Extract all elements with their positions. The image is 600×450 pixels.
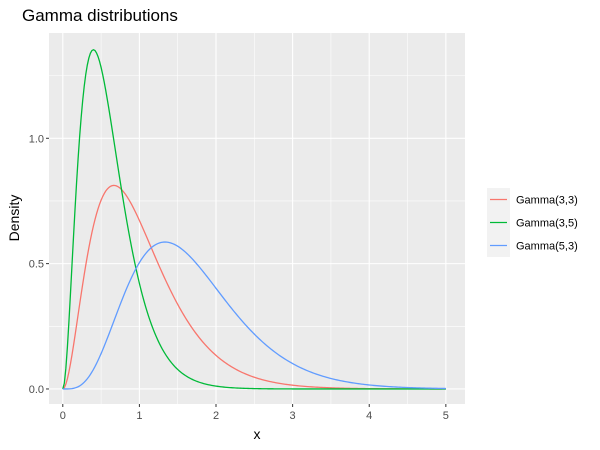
x-tick-label-1: 1 <box>136 410 142 422</box>
x-tick-label-2: 2 <box>213 410 219 422</box>
legend-label-1: Gamma(3,5) <box>516 218 578 230</box>
y-tick-label-2: 1.0 <box>29 133 44 145</box>
chart-title: Gamma distributions <box>22 6 178 25</box>
x-tick-label-4: 4 <box>366 410 372 422</box>
legend: Gamma(3,3) Gamma(3,5) Gamma(5,3) <box>487 188 578 257</box>
x-axis: 0 1 2 3 4 5 <box>60 404 449 422</box>
legend-label-0: Gamma(3,3) <box>516 195 578 207</box>
series-line-2 <box>62 241 446 390</box>
y-axis: 0.0 0.5 1.0 <box>29 133 49 396</box>
series-line-1 <box>62 48 446 390</box>
legend-label-2: Gamma(5,3) <box>516 241 578 253</box>
x-axis-title: x <box>254 426 261 442</box>
series-layer <box>62 48 446 390</box>
y-tick-label-0: 0.0 <box>29 384 44 396</box>
grid-minor <box>49 33 465 404</box>
y-tick-label-1: 0.5 <box>29 259 44 271</box>
x-tick-label-5: 5 <box>443 410 449 422</box>
x-tick-label-0: 0 <box>60 410 66 422</box>
y-axis-title: Density <box>6 195 22 242</box>
x-tick-label-3: 3 <box>290 410 296 422</box>
plot-panel <box>49 33 465 404</box>
